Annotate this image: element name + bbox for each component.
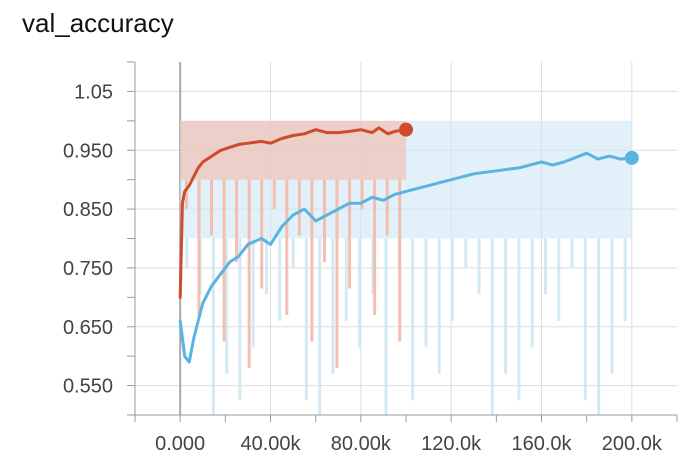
x-tick-label: 40.00k	[240, 433, 301, 455]
y-tick-label: 0.750	[63, 258, 113, 280]
y-tick-label: 0.650	[63, 317, 113, 339]
y-tick-label: 0.850	[63, 199, 113, 221]
series-band	[180, 120, 406, 180]
y-tick-label: 1.05	[74, 81, 113, 103]
line-layer	[178, 122, 639, 364]
x-tick-label: 200.0k	[602, 433, 663, 455]
series-end-marker	[399, 122, 413, 137]
band-layer	[180, 120, 632, 415]
chart-title: val_accuracy	[22, 8, 174, 38]
series-line	[178, 151, 634, 364]
y-tick-label: 0.950	[63, 140, 113, 162]
x-tick-label: 120.0k	[421, 433, 482, 455]
x-tick-label: 160.0k	[511, 433, 572, 455]
series-end-marker	[624, 150, 639, 165]
x-tick-label: 80.00k	[331, 433, 392, 455]
y-tick-label: 0.550	[63, 376, 113, 398]
x-tick-label: 0.000	[155, 433, 205, 455]
axis-layer: 0.550 0.650 0.750 0.850 0.950 1.05 0.000 40.00k…	[63, 61, 678, 455]
